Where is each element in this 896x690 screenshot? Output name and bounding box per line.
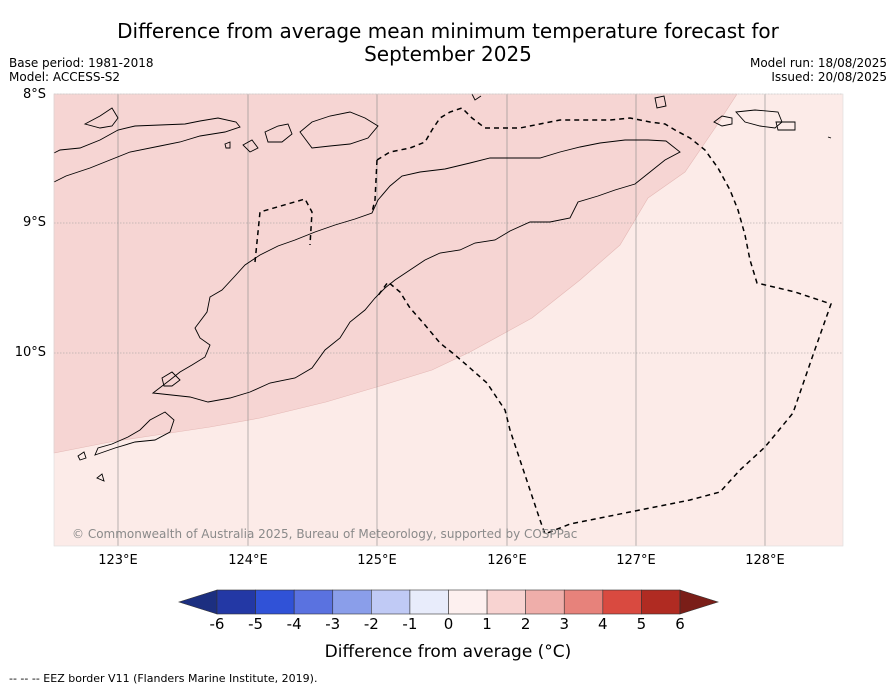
colorbar-segment [641,589,681,615]
colorbar-tick-label: -1 [402,615,418,633]
model-run: Model run: 18/08/2025 [749,56,887,70]
colorbar-tick-label: 3 [559,615,570,633]
lat-label-9s: 9°S [22,215,46,230]
colorbar-under-arrow [178,589,218,615]
colorbar-tick-label: -2 [363,615,379,633]
lon-label-125e: 125°E [357,553,397,568]
colorbar [178,589,719,615]
colorbar-segment [409,589,449,615]
colorbar-tick-label: 6 [675,615,685,633]
lon-label-123e: 123°E [98,553,138,568]
colorbar-segment [525,589,565,615]
colorbar-over-arrow [679,589,719,615]
colorbar-segment [486,589,526,615]
colorbar-tick-label: 5 [636,615,647,633]
colorbar-segment [216,589,256,615]
colorbar-segment [563,589,604,615]
model-name: Model: ACCESS-S2 [9,70,121,84]
colorbar-segment [371,589,411,615]
colorbar-tick-label: -4 [286,615,302,633]
title-line-2: September 2025 [364,42,532,66]
map-frame [53,93,844,547]
colorbar-tick-label: 4 [598,615,608,633]
colorbar-tick-label: 0 [443,615,454,633]
colorbar-label: Difference from average (°C) [324,642,572,662]
colorbar-tick-label: -3 [325,615,341,633]
eez-legend-note: -- -- -- EEZ border V11 (Flanders Marine… [9,672,318,685]
base-period-info: Base period: 1981-2018 Model: ACCESS-S2 [9,56,154,84]
colorbar-tick-label: -5 [248,615,264,633]
issued-date: Issued: 20/08/2025 [771,70,887,84]
anomaly-zone-1-2 [53,93,738,454]
lon-label-128e: 128°E [745,553,785,568]
lat-label-10s: 10°S [14,345,46,360]
base-period: Base period: 1981-2018 [9,56,154,70]
meridians [117,94,766,546]
colorbar-segment [293,589,334,615]
coastlines [53,93,832,482]
model-run-info: Model run: 18/08/2025 Issued: 20/08/2025 [750,56,887,84]
colorbar-tick-label: 2 [520,615,531,633]
colorbar-segment [448,589,488,615]
map-title: Difference from average mean minimum tem… [0,20,896,66]
colorbar-segment [255,589,295,615]
colorbar-tick-label: 1 [482,615,492,633]
copyright-notice: © Commonwealth of Australia 2025, Bureau… [72,527,578,541]
eez-border [254,107,832,535]
colorbar-tick-label: -6 [209,615,225,633]
colorbar-segment [602,589,642,615]
colorbar-segment [332,589,372,615]
lon-label-127e: 127°E [616,553,656,568]
map-plot [53,93,844,547]
lon-label-124e: 124°E [228,553,268,568]
title-line-1: Difference from average mean minimum tem… [117,19,779,43]
lon-label-126e: 126°E [487,553,527,568]
lat-label-8s: 8°S [22,87,46,102]
